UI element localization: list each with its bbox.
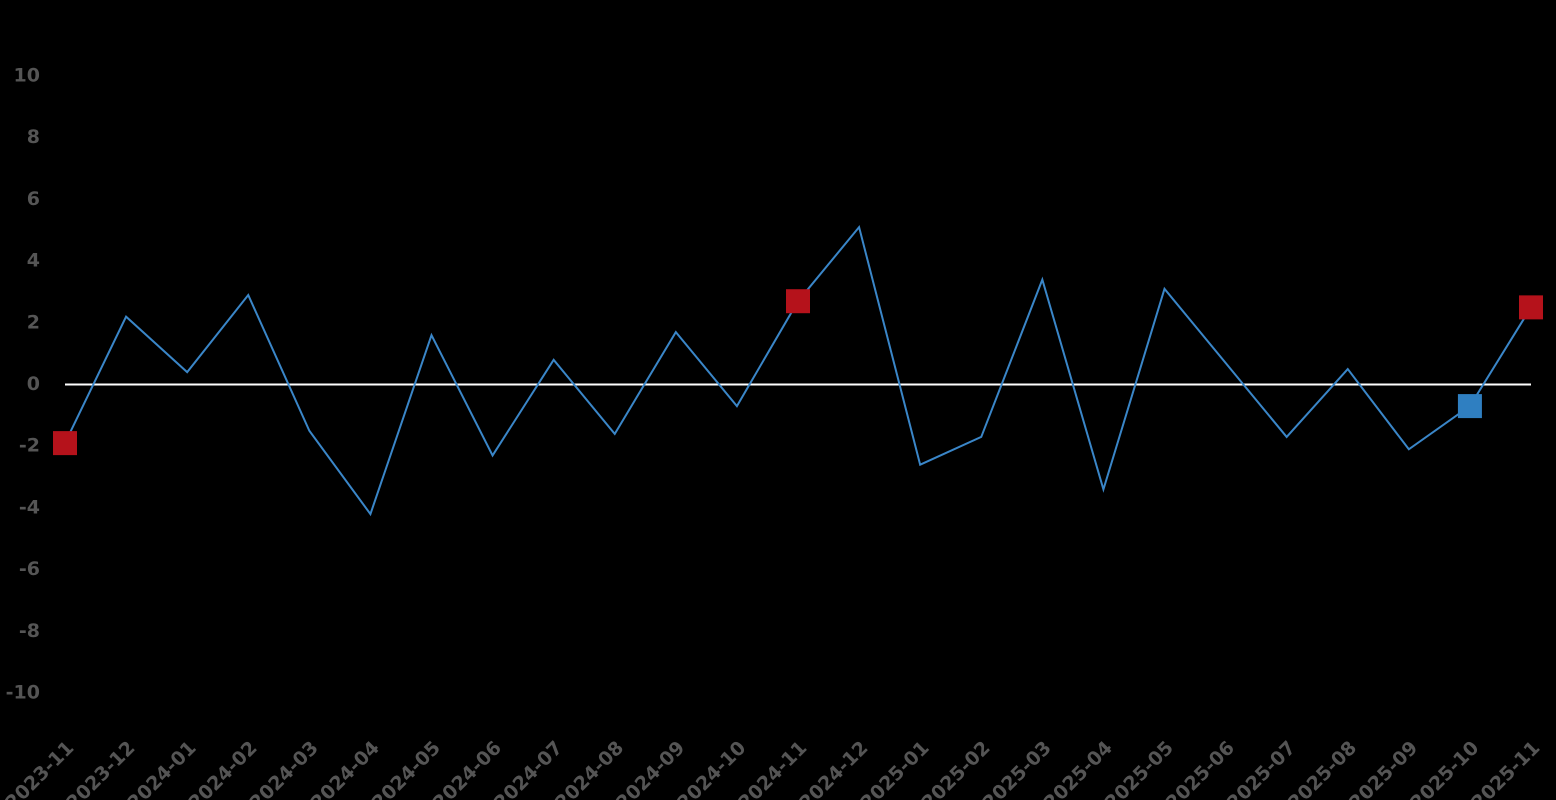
y-tick-label: -8 bbox=[19, 620, 40, 642]
x-tick-label: 2025-03 bbox=[979, 737, 1056, 800]
x-tick-label: 2024-12 bbox=[795, 737, 872, 800]
x-tick-label: 2023-11 bbox=[1, 737, 78, 800]
x-tick-label: 2024-02 bbox=[184, 737, 261, 800]
y-tick-label: 6 bbox=[27, 188, 40, 210]
x-tick-label: 2025-02 bbox=[917, 737, 994, 800]
y-tick-label: 2 bbox=[27, 311, 40, 333]
y-tick-label: -4 bbox=[19, 496, 40, 518]
y-tick-label: 4 bbox=[27, 250, 40, 272]
highlight-marker bbox=[786, 289, 810, 314]
x-tick-label: 2025-04 bbox=[1040, 737, 1117, 800]
y-tick-label: 10 bbox=[14, 65, 40, 87]
x-tick-label: 2025-06 bbox=[1162, 737, 1239, 800]
x-tick-label: 2024-05 bbox=[368, 737, 445, 800]
x-tick-label: 2025-11 bbox=[1467, 737, 1544, 800]
x-tick-label: 2024-06 bbox=[429, 737, 506, 800]
x-tick-label: 2025-08 bbox=[1284, 737, 1361, 800]
x-tick-label: 2025-01 bbox=[856, 737, 933, 800]
x-tick-label: 2024-03 bbox=[246, 737, 323, 800]
x-tick-label: 2024-11 bbox=[734, 737, 811, 800]
x-tick-label: 2025-07 bbox=[1223, 737, 1300, 800]
y-tick-label: -2 bbox=[19, 435, 40, 457]
x-tick-label: 2024-10 bbox=[673, 737, 750, 800]
x-tick-label: 2025-05 bbox=[1101, 737, 1178, 800]
x-tick-label: 2025-09 bbox=[1345, 737, 1422, 800]
x-tick-label: 2024-09 bbox=[612, 737, 689, 800]
highlight-marker bbox=[1519, 295, 1543, 320]
x-tick-label: 2024-01 bbox=[123, 737, 200, 800]
line bbox=[64, 225, 1532, 517]
x-tick-label: 2024-08 bbox=[551, 737, 628, 800]
x-tick-label: 2024-04 bbox=[307, 737, 384, 800]
highlight-marker bbox=[53, 431, 77, 456]
x-tick-label: 2023-12 bbox=[62, 737, 139, 800]
y-tick-label: -6 bbox=[19, 558, 40, 580]
y-tick-label: 0 bbox=[27, 373, 40, 395]
y-tick-label: -10 bbox=[6, 682, 40, 704]
x-tick-label: 2024-07 bbox=[490, 737, 567, 800]
x-tick-label: 2025-10 bbox=[1406, 737, 1483, 800]
y-tick-label: 8 bbox=[27, 126, 40, 148]
highlight-marker bbox=[1457, 394, 1482, 419]
